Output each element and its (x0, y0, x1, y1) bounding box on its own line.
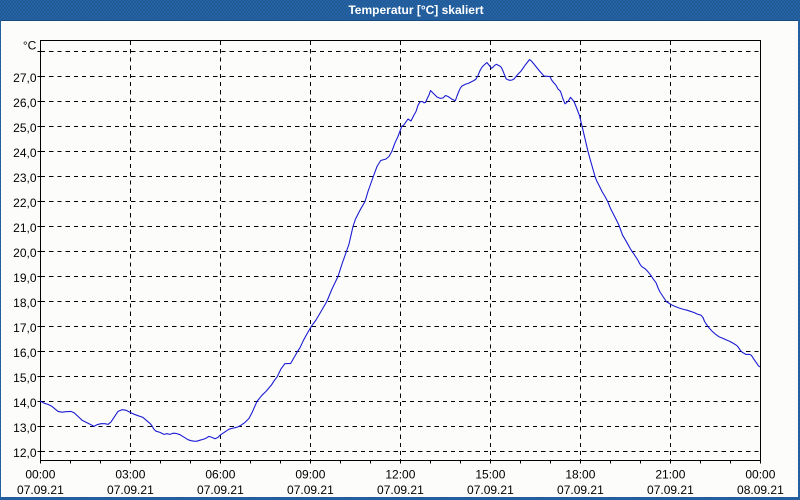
svg-text:15:00: 15:00 (475, 468, 505, 482)
svg-text:18,0: 18,0 (13, 296, 37, 310)
svg-text:22,0: 22,0 (13, 196, 37, 210)
svg-text:21,0: 21,0 (13, 221, 37, 235)
svg-text:21:00: 21:00 (655, 468, 685, 482)
svg-text:07.09.21: 07.09.21 (377, 483, 424, 497)
svg-text:00:00: 00:00 (745, 468, 775, 482)
svg-text:27,0: 27,0 (13, 71, 37, 85)
svg-text:07.09.21: 07.09.21 (17, 483, 64, 497)
svg-text:08.09.21: 08.09.21 (737, 483, 784, 497)
svg-text:20,0: 20,0 (13, 246, 37, 260)
svg-text:14,0: 14,0 (13, 396, 37, 410)
svg-text:06:00: 06:00 (205, 468, 235, 482)
svg-text:17,0: 17,0 (13, 321, 37, 335)
svg-text:19,0: 19,0 (13, 271, 37, 285)
svg-text:07.09.21: 07.09.21 (467, 483, 514, 497)
svg-text:07.09.21: 07.09.21 (557, 483, 604, 497)
svg-text:15,0: 15,0 (13, 371, 37, 385)
svg-text:25,0: 25,0 (13, 121, 37, 135)
svg-text:°C: °C (23, 38, 37, 52)
svg-text:12,0: 12,0 (13, 446, 37, 460)
svg-text:12:00: 12:00 (385, 468, 415, 482)
svg-text:07.09.21: 07.09.21 (647, 483, 694, 497)
svg-text:07.09.21: 07.09.21 (287, 483, 334, 497)
svg-text:13,0: 13,0 (13, 421, 37, 435)
svg-text:16,0: 16,0 (13, 346, 37, 360)
svg-text:03:00: 03:00 (115, 468, 145, 482)
svg-text:07.09.21: 07.09.21 (107, 483, 154, 497)
svg-text:09:00: 09:00 (295, 468, 325, 482)
svg-text:00:00: 00:00 (25, 468, 55, 482)
svg-text:26,0: 26,0 (13, 96, 37, 110)
svg-text:18:00: 18:00 (565, 468, 595, 482)
svg-text:24,0: 24,0 (13, 146, 37, 160)
svg-text:23,0: 23,0 (13, 171, 37, 185)
svg-text:07.09.21: 07.09.21 (197, 483, 244, 497)
